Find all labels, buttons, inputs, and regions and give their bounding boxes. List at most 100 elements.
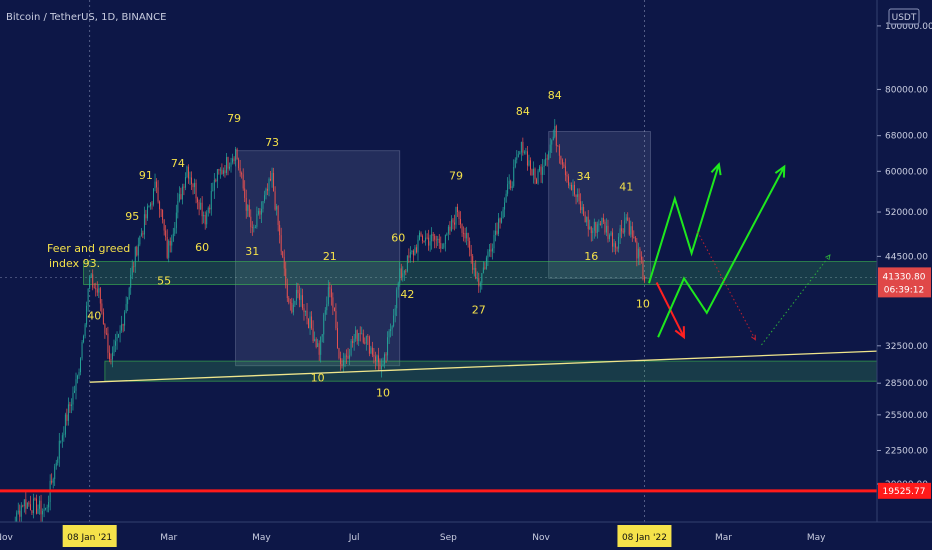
candle-body <box>450 219 452 231</box>
candle-body <box>340 358 341 365</box>
candle-body <box>64 414 66 435</box>
candle-body <box>45 507 47 510</box>
candle-body <box>376 355 378 362</box>
candle-body <box>221 169 223 174</box>
candle-body <box>236 149 238 160</box>
candle-body <box>482 267 484 274</box>
candle-body <box>434 235 436 240</box>
candle-body <box>203 214 205 217</box>
time-tick-label: Sep <box>440 533 457 543</box>
candle-body <box>519 152 521 155</box>
candle-body <box>271 172 273 181</box>
candle-body <box>612 232 613 247</box>
candle-body <box>586 216 588 223</box>
candle-body <box>378 355 379 363</box>
candle-body <box>528 160 530 166</box>
candle-body <box>596 224 598 233</box>
candle-body <box>426 237 428 239</box>
candle-body <box>239 168 241 173</box>
candle-body <box>320 336 322 355</box>
candle-body <box>555 126 557 146</box>
candle-body <box>449 226 451 231</box>
candle-body <box>67 404 69 421</box>
candle-body <box>260 208 262 215</box>
candle-body <box>505 193 507 203</box>
candle-body <box>422 235 423 241</box>
consolidation-box <box>235 150 401 367</box>
candle-body <box>87 288 89 306</box>
candle-body <box>206 212 208 225</box>
candle-body <box>630 226 632 235</box>
candle-body <box>420 232 422 236</box>
candle-body <box>81 342 83 359</box>
candle-body <box>438 238 440 243</box>
candle-body <box>394 308 396 316</box>
candle-body <box>248 205 250 217</box>
price-tick-label: 80000.00 <box>885 85 928 95</box>
candle-body <box>303 308 305 313</box>
chart-title: Bitcoin / TetherUS, 1D, BINANCE <box>6 12 166 23</box>
candle-body <box>332 297 334 308</box>
candle-body <box>534 168 536 180</box>
currency-badge <box>888 8 920 25</box>
candle-body <box>338 347 340 359</box>
candle-body <box>425 237 427 242</box>
candle-body <box>74 390 75 393</box>
fear-greed-value: 95 <box>125 210 139 223</box>
candle-body <box>54 466 56 480</box>
candle-body <box>216 169 218 182</box>
candle-body <box>490 249 492 252</box>
candle-body <box>352 340 354 344</box>
fear-greed-value: 84 <box>548 89 562 102</box>
price-axis[interactable]: 100000.00 80000.00 68000.00 60000.00 52000.0… <box>876 0 932 522</box>
candle-body <box>276 206 278 210</box>
candle-body <box>393 315 395 327</box>
candle-body <box>241 172 243 175</box>
highlighted-date-box <box>617 525 672 547</box>
candle-body <box>181 186 183 200</box>
candle-body <box>89 277 91 289</box>
candle-body <box>163 219 165 231</box>
candle-body <box>501 218 503 223</box>
candle-body <box>157 187 159 202</box>
candle-body <box>318 343 320 355</box>
candle-body <box>194 182 196 188</box>
candle-body <box>577 194 579 197</box>
fear-greed-value: 27 <box>472 303 486 316</box>
candle-body <box>457 206 458 212</box>
candle-body <box>618 236 620 249</box>
candle-body <box>324 310 326 315</box>
candle-body <box>124 312 126 326</box>
candle-body <box>226 157 227 173</box>
time-axis[interactable]: Nov 08 Jan '21 Mar May Jul Sep Nov 08 Jan '22 Ma… <box>0 521 932 550</box>
candle-body <box>356 330 358 342</box>
fear-greed-value: 40 <box>87 309 101 322</box>
candle-body <box>566 175 568 177</box>
candle-body <box>110 359 112 360</box>
candle-body <box>636 241 638 259</box>
support-zone <box>104 360 878 382</box>
candle-body <box>306 310 308 319</box>
candle-body <box>499 218 501 223</box>
candle-body <box>624 220 626 233</box>
candle-body <box>504 202 506 210</box>
support-price-badge <box>878 482 931 499</box>
candle-body <box>475 267 477 279</box>
candle-body <box>131 266 133 276</box>
candle-body <box>388 331 390 338</box>
candle-body <box>31 510 33 514</box>
candle-body <box>55 462 57 467</box>
candle-body <box>502 209 504 219</box>
candle-body <box>417 239 419 253</box>
candle-body <box>575 194 577 197</box>
candle-body <box>192 183 194 188</box>
candle-body <box>32 498 34 514</box>
candle-body <box>411 250 413 253</box>
candle-body <box>435 239 437 241</box>
candle-body <box>115 341 116 346</box>
candle-body <box>183 186 185 188</box>
candle-body <box>154 181 156 189</box>
annotation-line-2: index 93. <box>49 257 100 270</box>
